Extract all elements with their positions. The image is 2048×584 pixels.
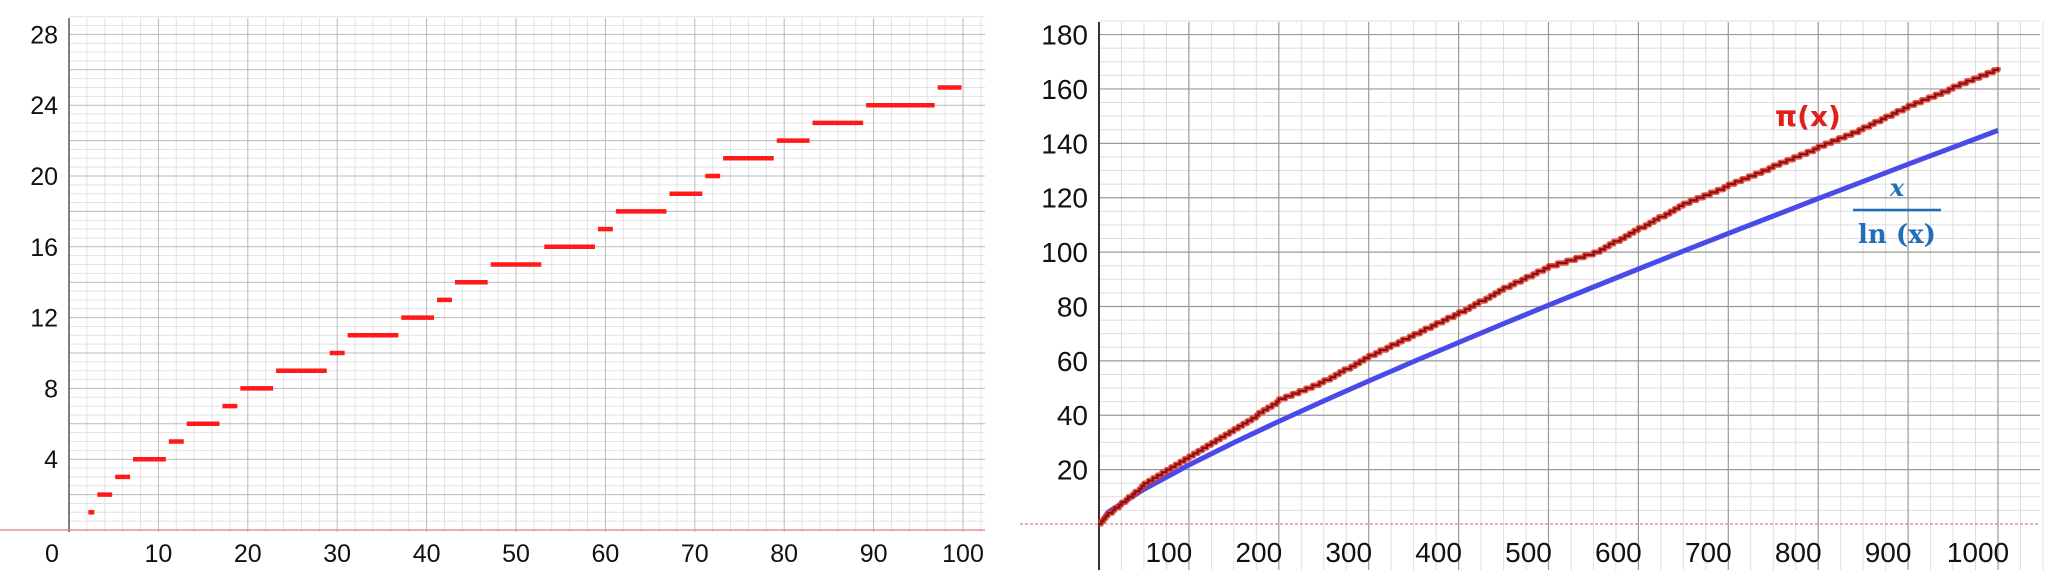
y-tick-label: 40 xyxy=(1057,400,1088,431)
series-pi-x-inner xyxy=(1099,67,2000,526)
y-tick-label: 140 xyxy=(1041,128,1088,159)
x-tick-label: 50 xyxy=(502,540,530,568)
x-tick-label: 400 xyxy=(1415,537,1462,568)
x-tick-label: 80 xyxy=(770,540,798,568)
series-x-over-ln-x xyxy=(1097,128,1999,526)
right-y-tick-labels: 20 40 60 80 100 120 140 160 180 xyxy=(1041,20,1088,486)
left-series-prime-count-steps xyxy=(88,85,962,515)
x-tick-label: 30 xyxy=(323,540,351,568)
right-chart: 100 200 300 400 500 600 700 800 900 1000 20 40 60 80… xyxy=(1020,20,2044,570)
y-tick-label: 80 xyxy=(1057,291,1088,322)
y-tick-label: 160 xyxy=(1041,74,1088,105)
x-tick-label: 60 xyxy=(591,540,619,568)
label-frac-denominator: ln (x) xyxy=(1858,220,1936,250)
right-labels: π(x) x ln (x) xyxy=(1775,100,1941,250)
x-tick-label: 70 xyxy=(681,540,709,568)
y-tick-label: 4 xyxy=(44,446,58,474)
y-tick-label: 20 xyxy=(30,163,58,191)
x-tick-label: 0 xyxy=(45,540,59,568)
x-tick-label: 10 xyxy=(144,540,172,568)
x-tick-label: 100 xyxy=(1146,537,1193,568)
y-tick-label: 180 xyxy=(1041,20,1088,51)
x-tick-label: 100 xyxy=(942,540,984,568)
label-pi-x: π(x) xyxy=(1775,100,1841,133)
right-minor-grid xyxy=(1099,20,2044,570)
left-axes xyxy=(0,18,985,532)
x-tick-label: 200 xyxy=(1235,537,1282,568)
right-major-grid xyxy=(1099,22,2040,570)
x-tick-label: 20 xyxy=(234,540,262,568)
y-tick-label: 120 xyxy=(1041,183,1088,214)
y-tick-label: 28 xyxy=(30,21,58,49)
x-tick-label: 90 xyxy=(860,540,888,568)
y-tick-label: 12 xyxy=(30,305,58,333)
y-tick-label: 100 xyxy=(1041,237,1088,268)
x-tick-label: 500 xyxy=(1505,537,1552,568)
left-x-tick-labels: 0 10 20 30 40 50 60 70 80 90 100 xyxy=(45,540,984,568)
x-tick-label: 700 xyxy=(1685,537,1732,568)
left-chart: 0 10 20 30 40 50 60 70 80 90 100 4 8 12 16 20 24 28 xyxy=(0,16,985,568)
x-tick-label: 900 xyxy=(1865,537,1912,568)
right-x-tick-labels: 100 200 300 400 500 600 700 800 900 1000 xyxy=(1146,537,2010,568)
right-axes xyxy=(1020,22,2040,570)
left-major-grid xyxy=(69,18,985,532)
y-tick-label: 8 xyxy=(44,375,58,403)
x-tick-label: 800 xyxy=(1775,537,1822,568)
x-tick-label: 300 xyxy=(1325,537,1372,568)
x-tick-label: 40 xyxy=(413,540,441,568)
y-tick-label: 16 xyxy=(30,234,58,262)
x-tick-label: 600 xyxy=(1595,537,1642,568)
y-tick-label: 20 xyxy=(1057,455,1088,486)
left-y-tick-labels: 4 8 12 16 20 24 28 xyxy=(30,21,58,474)
right-series xyxy=(1097,67,2001,527)
left-minor-grid xyxy=(69,16,985,532)
y-tick-label: 24 xyxy=(30,92,58,120)
label-frac-numerator: x xyxy=(1889,173,1905,202)
y-tick-label: 60 xyxy=(1057,346,1088,377)
x-tick-label: 1000 xyxy=(1947,537,2009,568)
